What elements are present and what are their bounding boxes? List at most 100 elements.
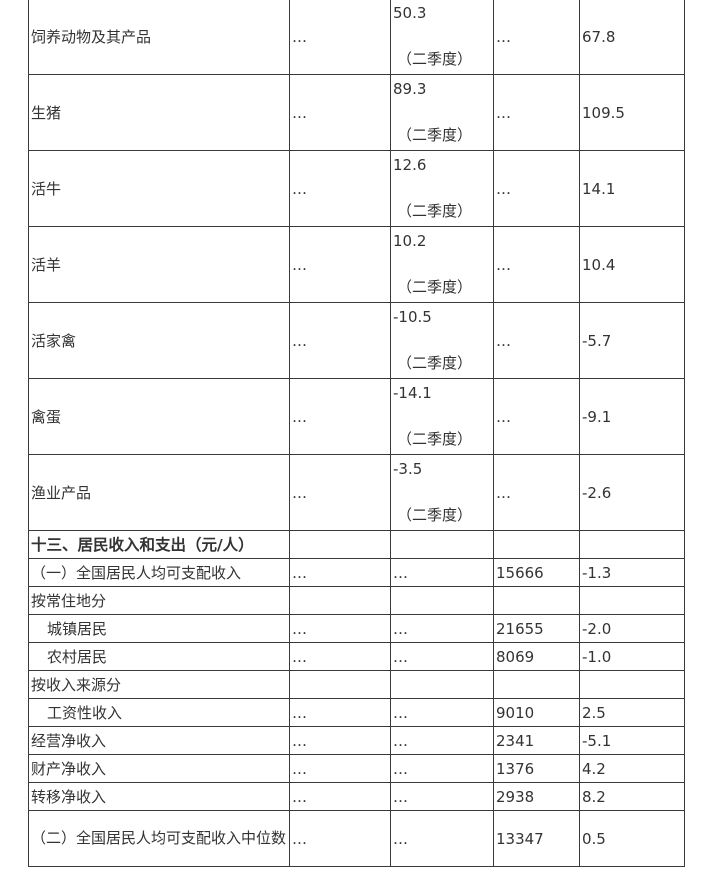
table-cell: … bbox=[289, 782, 391, 811]
table-cell: … bbox=[390, 698, 494, 727]
table-cell bbox=[493, 586, 580, 615]
table-cell bbox=[289, 670, 391, 699]
quarter-value: -3.5 bbox=[393, 460, 423, 478]
table-cell: -2.6 bbox=[579, 454, 685, 531]
table-row: （一）全国居民人均可支配收入…… 15666 -1.3 bbox=[28, 558, 685, 587]
table-cell: 2938 bbox=[493, 782, 580, 811]
table-cell: … bbox=[493, 454, 580, 531]
table-row: 禽蛋… -14.1 （二季度）… -9.1 bbox=[28, 378, 685, 455]
quarter-value: -14.1 bbox=[393, 384, 432, 402]
table-cell: 1376 bbox=[493, 754, 580, 783]
row-label: 工资性收入 bbox=[28, 698, 290, 727]
row-label: 按常住地分 bbox=[28, 586, 290, 615]
table-cell: 21655 bbox=[493, 614, 580, 643]
table-row: 城镇居民…… 21655 -2.0 bbox=[28, 614, 685, 643]
table-cell: … bbox=[390, 782, 494, 811]
table-cell: 8069 bbox=[493, 642, 580, 671]
section-title: 十三、居民收入和支出（元/人） bbox=[28, 530, 290, 559]
table-cell: -9.1 bbox=[579, 378, 685, 455]
table-cell: 9010 bbox=[493, 698, 580, 727]
table-cell: … bbox=[289, 698, 391, 727]
quarter-value-cell: 12.6 （二季度） bbox=[390, 150, 494, 227]
table-cell bbox=[390, 670, 494, 699]
table-cell: … bbox=[493, 378, 580, 455]
table-cell: … bbox=[390, 754, 494, 783]
row-label: （二）全国居民人均可支配收入中位数 bbox=[28, 810, 290, 867]
table-cell: … bbox=[289, 614, 391, 643]
table-cell: 2.5 bbox=[579, 698, 685, 727]
row-label: 财产净收入 bbox=[28, 754, 290, 783]
table-cell bbox=[289, 530, 391, 559]
quarter-value-cell: 10.2 （二季度） bbox=[390, 226, 494, 303]
table-cell: 0.5 bbox=[579, 810, 685, 867]
quarter-value: -10.5 bbox=[393, 308, 432, 326]
table-cell: … bbox=[289, 558, 391, 587]
table-cell: … bbox=[289, 74, 391, 151]
row-label: （一）全国居民人均可支配收入 bbox=[28, 558, 290, 587]
row-label: 渔业产品 bbox=[28, 454, 290, 531]
quarter-value-cell: 50.3 （二季度） bbox=[390, 0, 494, 75]
table-row: 工资性收入…… 9010 2.5 bbox=[28, 698, 685, 727]
row-label: 农村居民 bbox=[28, 642, 290, 671]
quarter-value: 12.6 bbox=[393, 156, 427, 174]
table-row: 按收入来源分 bbox=[28, 670, 685, 699]
table-cell bbox=[579, 586, 685, 615]
table-cell bbox=[579, 530, 685, 559]
table-cell: … bbox=[289, 454, 391, 531]
table-cell: -1.0 bbox=[579, 642, 685, 671]
table-cell: -1.3 bbox=[579, 558, 685, 587]
quarter-note: （二季度） bbox=[397, 506, 473, 524]
quarter-value: 89.3 bbox=[393, 80, 427, 98]
quarter-note: （二季度） bbox=[397, 430, 473, 448]
quarter-value-cell: -3.5 （二季度） bbox=[390, 454, 494, 531]
row-label: 城镇居民 bbox=[28, 614, 290, 643]
table-row: （二）全国居民人均可支配收入中位数…… 13347 0.5 bbox=[28, 810, 685, 867]
row-label: 转移净收入 bbox=[28, 782, 290, 811]
table-row: 渔业产品… -3.5 （二季度）… -2.6 bbox=[28, 454, 685, 531]
row-label: 按收入来源分 bbox=[28, 670, 290, 699]
table-row: 财产净收入…… 1376 4.2 bbox=[28, 754, 685, 783]
table-cell: … bbox=[289, 642, 391, 671]
table-cell: 67.8 bbox=[579, 0, 685, 75]
quarter-note: （二季度） bbox=[397, 202, 473, 220]
table-cell: … bbox=[289, 150, 391, 227]
table-cell: … bbox=[289, 810, 391, 867]
table-row: 按常住地分 bbox=[28, 586, 685, 615]
table-cell: … bbox=[390, 810, 494, 867]
quarter-value-cell: 89.3 （二季度） bbox=[390, 74, 494, 151]
table-cell: -2.0 bbox=[579, 614, 685, 643]
table-row: 转移净收入…… 2938 8.2 bbox=[28, 782, 685, 811]
table-cell: … bbox=[289, 302, 391, 379]
table-cell: … bbox=[289, 726, 391, 755]
table-row: 农村居民…… 8069 -1.0 bbox=[28, 642, 685, 671]
table-cell: … bbox=[493, 74, 580, 151]
table-cell: 14.1 bbox=[579, 150, 685, 227]
table-cell: 10.4 bbox=[579, 226, 685, 303]
table-cell: … bbox=[390, 642, 494, 671]
row-label: 活牛 bbox=[28, 150, 290, 227]
quarter-note: （二季度） bbox=[397, 354, 473, 372]
quarter-value-cell: -10.5 （二季度） bbox=[390, 302, 494, 379]
table-cell: … bbox=[289, 754, 391, 783]
quarter-value: 10.2 bbox=[393, 232, 427, 250]
row-label: 生猪 bbox=[28, 74, 290, 151]
table-cell bbox=[493, 670, 580, 699]
table-cell: … bbox=[289, 226, 391, 303]
statistics-table: 饲养动物及其产品… 50.3 （二季度）… 67.8 生猪… 89.3 （二季度）… 109.… bbox=[28, 0, 685, 867]
table-cell: 4.2 bbox=[579, 754, 685, 783]
row-label: 禽蛋 bbox=[28, 378, 290, 455]
table-row: 活牛… 12.6 （二季度）… 14.1 bbox=[28, 150, 685, 227]
table-cell bbox=[390, 530, 494, 559]
table-cell: 8.2 bbox=[579, 782, 685, 811]
table-cell: 13347 bbox=[493, 810, 580, 867]
row-label: 活羊 bbox=[28, 226, 290, 303]
table-cell: … bbox=[493, 150, 580, 227]
table-row: 活羊… 10.2 （二季度）… 10.4 bbox=[28, 226, 685, 303]
quarter-note: （二季度） bbox=[397, 126, 473, 144]
table-row: 活家禽… -10.5 （二季度）… -5.7 bbox=[28, 302, 685, 379]
table-cell: 2341 bbox=[493, 726, 580, 755]
table-cell: … bbox=[289, 0, 391, 75]
table-cell: … bbox=[493, 302, 580, 379]
quarter-value-cell: -14.1 （二季度） bbox=[390, 378, 494, 455]
quarter-note: （二季度） bbox=[397, 278, 473, 296]
